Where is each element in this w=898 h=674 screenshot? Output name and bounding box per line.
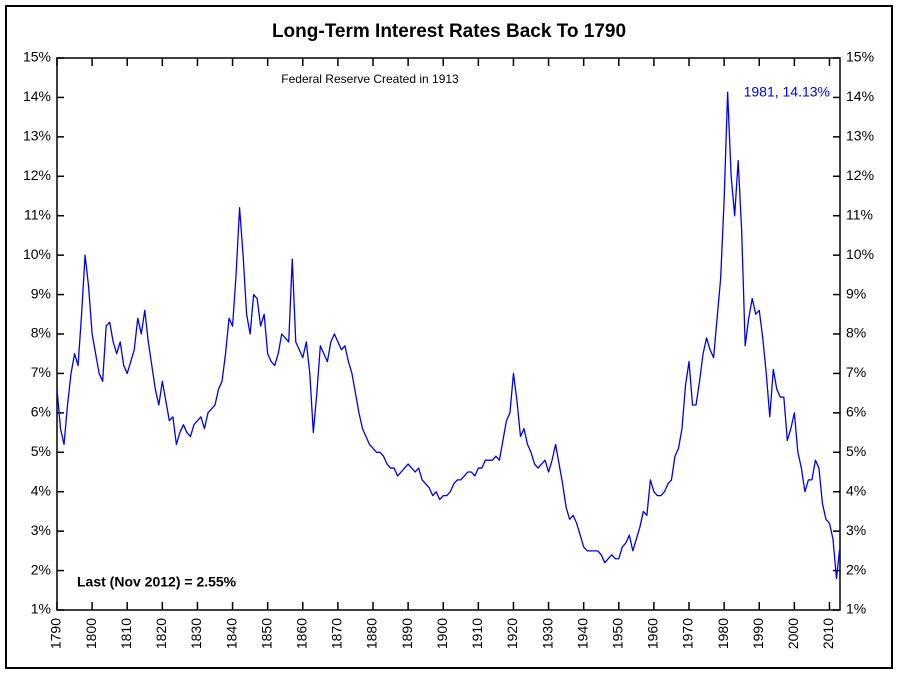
y2-tick-label: 2% [846, 561, 866, 577]
annotation: Last (Nov 2012) = 2.55% [77, 574, 237, 590]
x-tick-label: 1860 [293, 618, 309, 649]
y2-tick-label: 7% [846, 364, 866, 380]
x-tick-label: 1790 [48, 618, 64, 649]
y-tick-label: 6% [31, 404, 51, 420]
y2-tick-label: 11% [846, 206, 873, 222]
y-tick-label: 3% [31, 522, 51, 538]
x-tick-label: 1940 [574, 618, 590, 649]
y2-tick-label: 5% [846, 443, 866, 459]
y2-tick-label: 8% [846, 325, 866, 341]
y-tick-label: 5% [31, 443, 51, 459]
x-tick-label: 1870 [329, 618, 345, 649]
x-tick-label: 1980 [715, 618, 731, 649]
x-tick-label: 1890 [399, 618, 415, 649]
y2-tick-label: 6% [846, 404, 866, 420]
x-tick-label: 1960 [645, 618, 661, 649]
x-tick-label: 1900 [434, 618, 450, 649]
y2-tick-label: 3% [846, 522, 866, 538]
data-line [56, 91, 841, 580]
annotation: Federal Reserve Created in 1913 [281, 72, 459, 86]
y2-tick-label: 1% [846, 601, 866, 617]
x-tick-label: 1840 [223, 618, 239, 649]
x-tick-label: 1850 [258, 618, 274, 649]
y2-tick-label: 12% [846, 167, 874, 183]
y-tick-label: 15% [23, 49, 51, 65]
x-tick-label: 1930 [539, 618, 555, 649]
x-tick-label: 1820 [153, 618, 169, 649]
y2-tick-label: 10% [846, 246, 874, 262]
y-tick-label: 11% [24, 206, 51, 222]
y-tick-label: 12% [23, 167, 51, 183]
y-tick-label: 2% [31, 561, 51, 577]
x-tick-label: 1950 [609, 618, 625, 649]
x-tick-label: 1800 [83, 618, 99, 649]
x-tick-label: 1830 [188, 618, 204, 649]
y-tick-label: 14% [23, 88, 51, 104]
y-tick-label: 8% [31, 325, 51, 341]
chart-frame [5, 5, 893, 669]
x-tick-label: 1910 [469, 618, 485, 649]
x-tick-label: 1970 [680, 618, 696, 649]
y-tick-label: 4% [31, 482, 51, 498]
chart-title: Long-Term Interest Rates Back To 1790 [272, 21, 626, 42]
y-tick-label: 7% [31, 364, 51, 380]
y-tick-label: 1% [31, 601, 51, 617]
x-tick-label: 1810 [118, 618, 134, 649]
x-tick-label: 1880 [364, 618, 380, 649]
y2-tick-label: 14% [846, 88, 874, 104]
x-tick-label: 2010 [820, 618, 836, 649]
y-tick-label: 10% [23, 246, 51, 262]
y-tick-label: 9% [31, 285, 51, 301]
y2-tick-label: 15% [846, 49, 874, 65]
x-tick-label: 1990 [750, 618, 766, 649]
y2-tick-label: 9% [846, 285, 866, 301]
x-tick-label: 1920 [504, 618, 520, 649]
annotation: 1981, 14.13% [744, 84, 830, 100]
y-tick-label: 13% [23, 128, 51, 144]
y2-tick-label: 13% [846, 128, 874, 144]
x-tick-label: 2000 [785, 618, 801, 649]
y2-tick-label: 4% [846, 482, 866, 498]
